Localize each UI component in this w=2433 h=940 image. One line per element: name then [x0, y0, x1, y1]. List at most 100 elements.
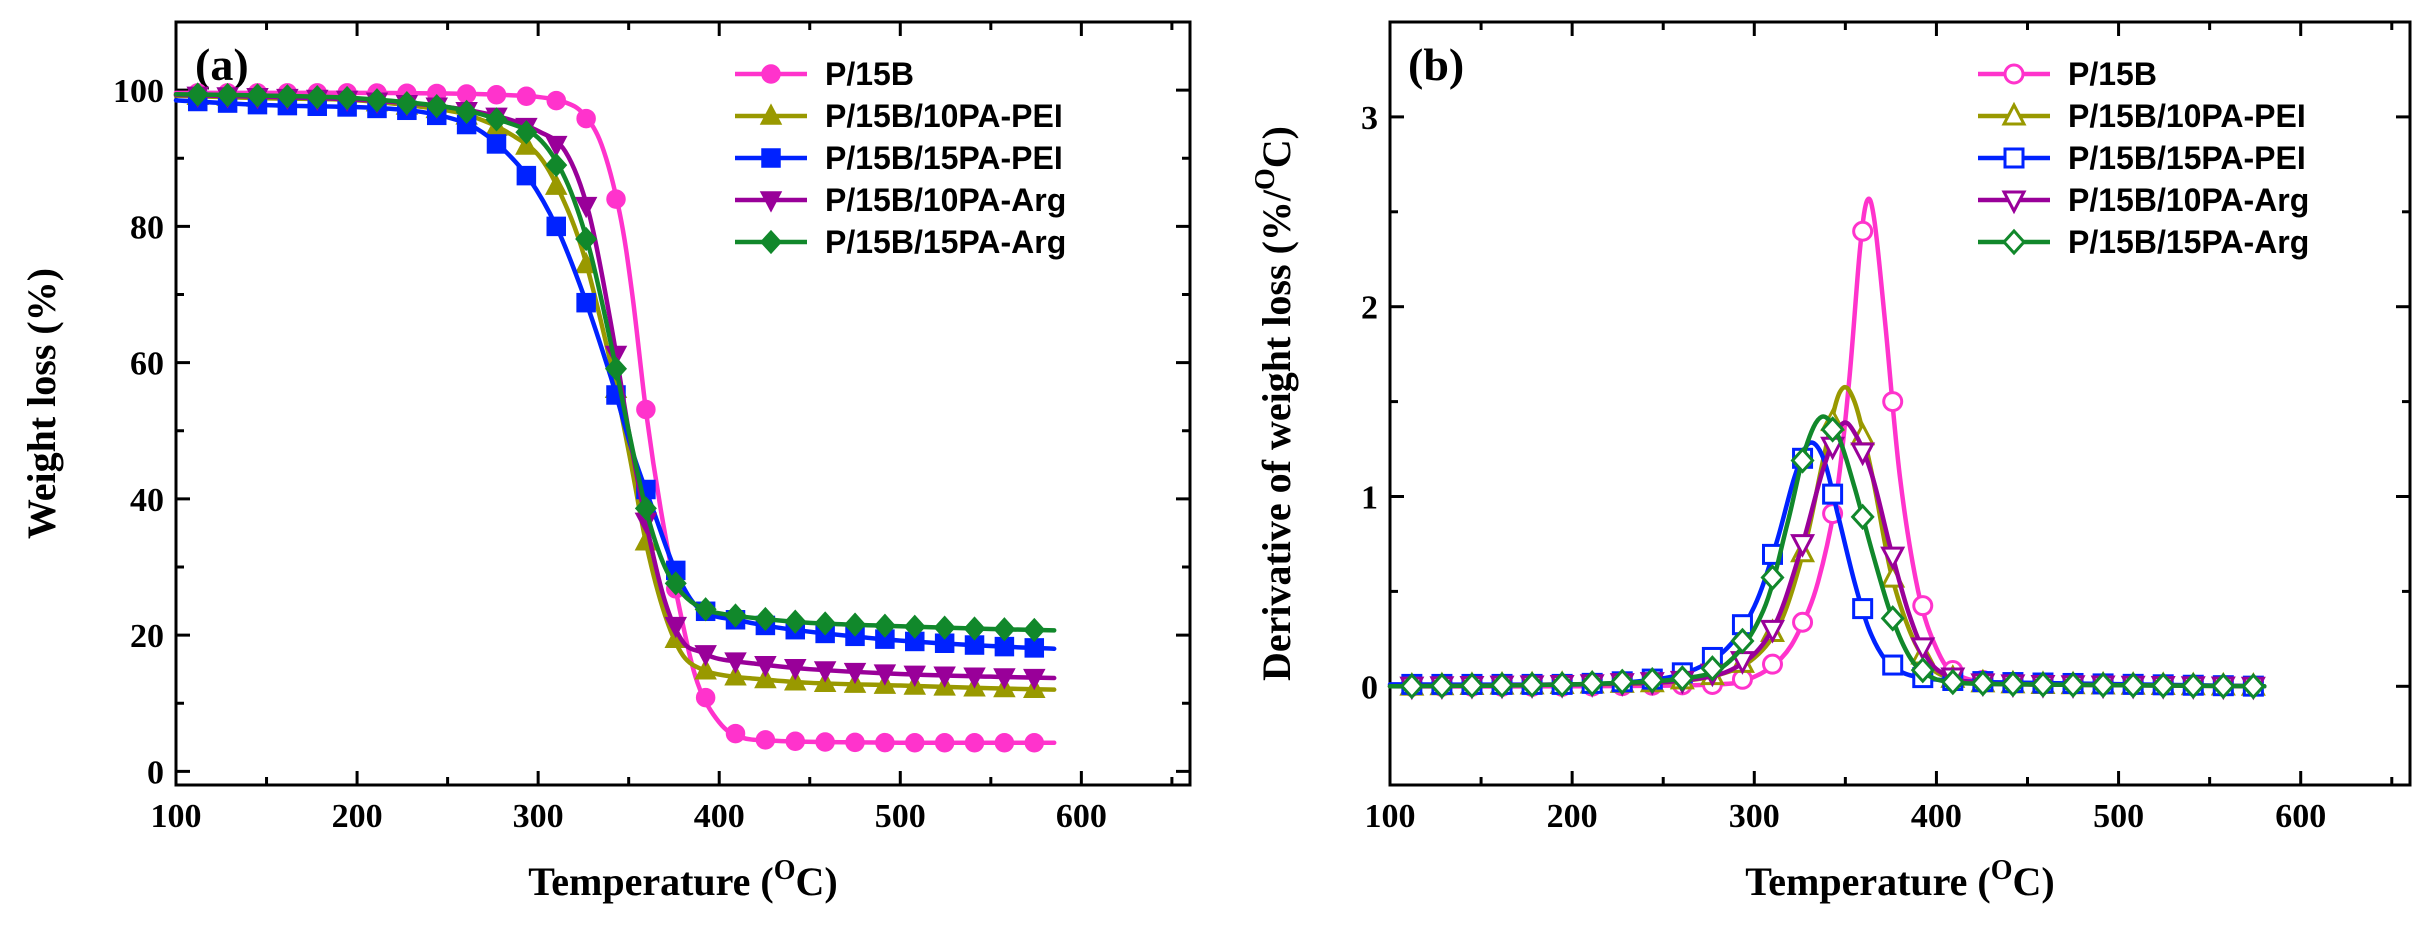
data-point	[1580, 670, 1605, 697]
data-point	[1882, 391, 1904, 413]
legend-marker	[2001, 190, 2027, 215]
data-point	[784, 658, 807, 681]
data-point	[1910, 656, 1935, 684]
data-point	[1852, 598, 1874, 620]
series-P/15B/15PA-PEI	[1387, 440, 2267, 697]
data-point	[546, 216, 566, 237]
data-point	[545, 173, 568, 195]
legend-entry: P/15B/15PA-PEI	[1978, 140, 2306, 176]
data-point	[1882, 654, 1904, 676]
x-tick-label: 200	[332, 798, 383, 835]
legend-label: P/15B/15PA-PEI	[825, 140, 1063, 176]
legend-entry: P/15B/15PA-Arg	[735, 224, 1066, 260]
data-point	[2061, 671, 2086, 699]
data-point	[1940, 668, 1965, 696]
x-tick-label: 600	[2275, 798, 2326, 835]
data-point	[694, 658, 717, 680]
legend-entry: P/15B/10PA-Arg	[735, 182, 1066, 218]
data-point	[576, 108, 596, 129]
legend-label: P/15B/15PA-PEI	[2068, 140, 2306, 176]
legend-label: P/15B	[2068, 56, 2157, 92]
data-point	[1399, 672, 1424, 700]
data-point	[815, 732, 835, 752]
data-point	[905, 733, 925, 753]
legend-entry: P/15B/10PA-PEI	[735, 98, 1063, 134]
legend-label: P/15B/10PA-PEI	[825, 98, 1063, 134]
data-point	[2211, 672, 2236, 700]
data-point	[1970, 670, 1995, 697]
legend-marker	[761, 64, 781, 84]
data-point	[186, 82, 209, 107]
data-point	[1023, 668, 1046, 691]
data-point	[694, 645, 717, 667]
data-point	[516, 165, 537, 186]
legend-marker	[759, 229, 783, 255]
data-point	[695, 687, 716, 708]
data-point	[754, 666, 777, 689]
data-point	[1489, 671, 1515, 699]
data-point	[1880, 546, 1906, 571]
series-line	[1387, 440, 2267, 689]
legend-label: P/15B	[825, 56, 914, 92]
data-point	[1520, 671, 1545, 699]
data-point	[395, 91, 418, 116]
x-tick-label: 300	[1729, 798, 1780, 835]
legend-marker	[759, 191, 783, 213]
data-point	[246, 83, 269, 108]
data-point	[845, 732, 865, 753]
data-point	[575, 226, 598, 252]
legend-entry: P/15B/15PA-PEI	[735, 140, 1063, 176]
data-point	[636, 399, 656, 420]
data-point	[903, 614, 926, 639]
data-point	[964, 733, 985, 753]
data-point	[994, 733, 1015, 753]
data-point	[2151, 672, 2176, 699]
y-tick-label: 3	[1361, 100, 1378, 137]
data-point	[1820, 416, 1845, 443]
panel-a: 100 200 300 400 500 600 0 20 40 60 80 100 Temperatur…	[19, 20, 1192, 904]
data-point	[2121, 672, 2146, 699]
data-point	[933, 666, 956, 688]
y-tick-label: 100	[113, 73, 164, 110]
legend-label: P/15B/10PA-PEI	[2068, 98, 2306, 134]
data-point	[963, 667, 986, 689]
data-point	[545, 135, 568, 158]
x-tick-label: 300	[513, 798, 564, 835]
panel-label: (b)	[1408, 39, 1464, 90]
data-point	[1640, 666, 1665, 694]
data-point	[546, 90, 566, 111]
x-tick-label: 100	[151, 798, 202, 835]
legend-label: P/15B/10PA-Arg	[2068, 182, 2309, 218]
x-tick-label: 500	[2093, 798, 2144, 835]
data-point	[724, 603, 747, 628]
data-point	[813, 661, 837, 683]
legend-label: P/15B/15PA-Arg	[2068, 224, 2309, 260]
data-point	[1670, 665, 1695, 692]
x-tick-label: 400	[694, 798, 745, 835]
data-point	[2000, 670, 2025, 698]
y-axis-title: Derivative of weight loss (%/OC)	[1250, 126, 1299, 681]
data-point	[785, 731, 806, 752]
legend-entry: P/15B/15PA-Arg	[1978, 224, 2309, 260]
legend-marker	[761, 148, 781, 168]
panel-b: 100 200 300 400 500 600 0 1 2 3 Temperature (OC) De…	[1250, 20, 2412, 904]
y-axis-title: Weight loss (%)	[19, 268, 64, 539]
data-point	[574, 196, 598, 219]
data-point	[2030, 671, 2056, 698]
data-point	[1610, 668, 1635, 696]
data-point	[634, 496, 657, 521]
data-point	[2091, 671, 2116, 699]
data-point	[1760, 619, 1785, 644]
data-point	[1024, 733, 1045, 753]
plot-frame	[174, 20, 1192, 787]
data-point	[516, 86, 537, 107]
data-point	[873, 664, 897, 686]
data-point	[2241, 672, 2266, 700]
y-tick-label: 20	[130, 618, 164, 655]
series-P/15B/15PA-Arg	[1387, 414, 2267, 700]
data-point	[1760, 564, 1785, 591]
data-point	[724, 652, 747, 674]
series-P/15B	[173, 83, 1057, 753]
